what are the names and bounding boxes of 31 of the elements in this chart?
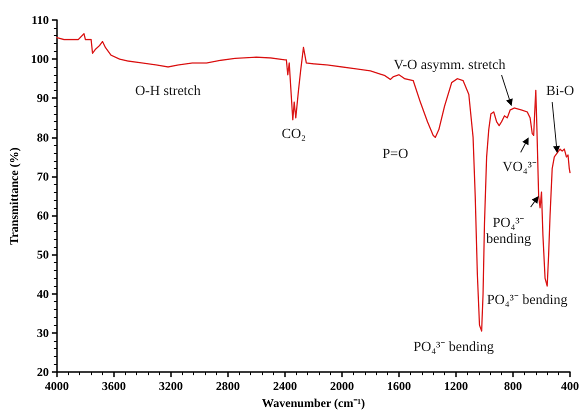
x-tick-label: 1200 — [444, 379, 468, 394]
x-tick-label: 2800 — [216, 379, 240, 394]
x-tick-label: 2000 — [330, 379, 354, 394]
annotation: PO₄³⁻ bending — [413, 340, 494, 356]
x-tick-label: 2400 — [272, 379, 297, 394]
y-tick-label: 100 — [30, 52, 49, 66]
annotation: PO₄³⁻ bending — [486, 293, 568, 310]
y-tick-label: 110 — [32, 13, 49, 27]
x-tick-label: 4000 — [44, 379, 69, 394]
annotation: VO₄³⁻ — [502, 160, 537, 176]
y-tick-label: 20 — [36, 365, 49, 380]
annotation: Bi-O — [546, 84, 574, 100]
annotation: P=O — [382, 147, 408, 164]
x-tick-label: 1600 — [386, 379, 411, 394]
annotation: CO₂ — [282, 126, 306, 143]
x-axis-title: Wavenumber (cm⁻¹) — [262, 396, 365, 410]
y-tick-label: 60 — [36, 208, 49, 223]
y-tick-label: 90 — [36, 91, 49, 106]
x-tick-label: 3200 — [158, 379, 183, 394]
y-tick-label: 80 — [36, 130, 49, 144]
annotation: V-O asymm. stretch — [394, 58, 506, 74]
y-tick-label: 40 — [36, 286, 49, 301]
annotation: O-H stretch — [135, 84, 201, 100]
x-tick-label: 800 — [504, 379, 522, 394]
y-tick-label: 50 — [36, 248, 49, 262]
x-tick-label: 3600 — [102, 379, 126, 394]
y-tick-label: 30 — [36, 326, 49, 340]
y-tick-label: 70 — [36, 169, 49, 184]
y-axis-title: Transmittance (%) — [7, 147, 21, 245]
annotation: PO₄³⁻ bending — [485, 216, 532, 248]
x-tick-label: 400 — [561, 379, 579, 394]
